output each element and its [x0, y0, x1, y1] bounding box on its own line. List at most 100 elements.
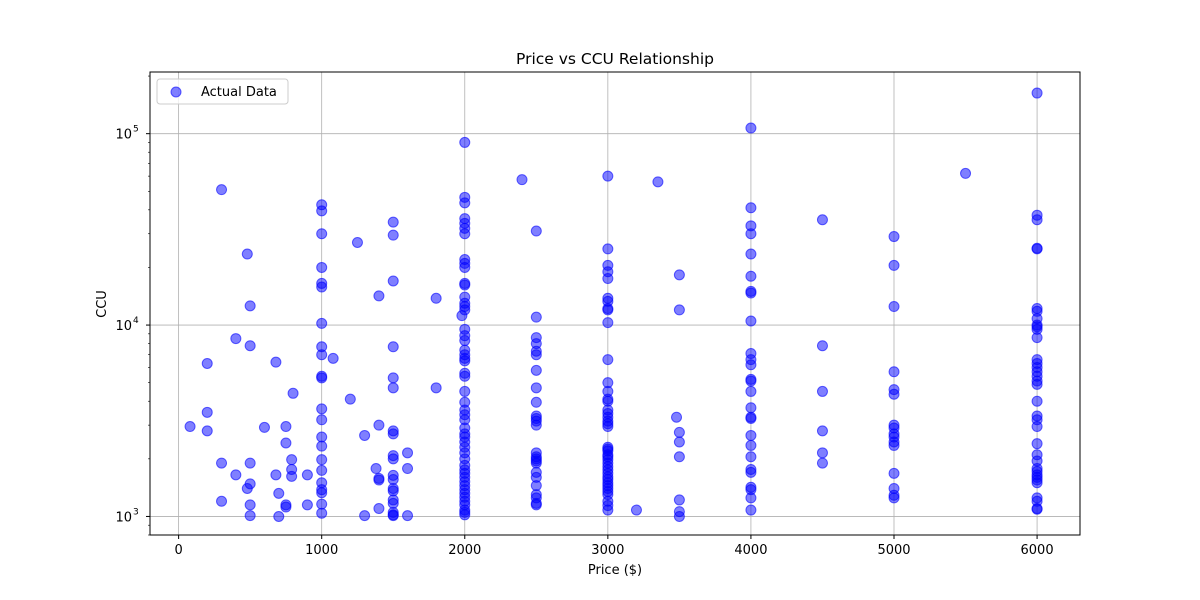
data-point [816, 447, 828, 459]
data-point [316, 349, 328, 361]
data-point [1031, 438, 1043, 450]
data-point [244, 478, 256, 490]
data-point [359, 510, 371, 522]
data-point [201, 357, 213, 369]
data-point [673, 426, 685, 438]
data-point [316, 507, 328, 519]
data-point [602, 273, 614, 285]
data-point [402, 447, 414, 459]
data-point [745, 412, 757, 424]
data-point [888, 366, 900, 378]
x-tick-label: 2000 [448, 543, 481, 558]
data-point [316, 317, 328, 329]
data-point [316, 440, 328, 452]
data-point [1031, 421, 1043, 433]
data-point [316, 372, 328, 384]
chart-title: Price vs CCU Relationship [516, 50, 714, 68]
data-point [745, 385, 757, 397]
data-point [316, 414, 328, 426]
y-tick-label: 10 [115, 510, 132, 525]
data-point [459, 136, 471, 148]
data-point [745, 439, 757, 451]
data-point [1031, 477, 1043, 489]
data-point [351, 237, 363, 249]
data-point [286, 470, 298, 482]
data-point [888, 388, 900, 400]
data-point [530, 225, 542, 237]
data-point [387, 382, 399, 394]
data-point [888, 492, 900, 504]
data-point [244, 340, 256, 352]
data-point [459, 197, 471, 209]
data-point [244, 300, 256, 312]
data-point [459, 385, 471, 397]
data-point [387, 216, 399, 228]
data-point [530, 457, 542, 469]
data-point [387, 485, 399, 497]
data-point [316, 454, 328, 466]
y-tick-exponent: 3 [133, 507, 139, 517]
data-point [530, 311, 542, 323]
data-point [745, 492, 757, 504]
y-tick-label: 10 [115, 319, 132, 334]
data-point [630, 504, 642, 516]
data-point [745, 248, 757, 260]
data-point [1031, 87, 1043, 99]
legend-marker [170, 86, 182, 98]
x-tick-label: 4000 [734, 543, 767, 558]
data-point [258, 421, 270, 433]
data-point [816, 457, 828, 469]
data-point [652, 176, 664, 188]
data-point [745, 504, 757, 516]
data-point [673, 494, 685, 506]
data-point [459, 304, 471, 316]
data-point [602, 170, 614, 182]
data-point [316, 403, 328, 415]
data-point [530, 382, 542, 394]
data-point [745, 287, 757, 299]
data-point [745, 429, 757, 441]
data-point [516, 174, 528, 186]
data-point [459, 370, 471, 382]
data-point [1031, 378, 1043, 390]
data-point [745, 466, 757, 478]
data-point [816, 425, 828, 437]
data-point [316, 487, 328, 499]
legend-label: Actual Data [201, 85, 277, 100]
data-point [244, 499, 256, 511]
data-point [530, 419, 542, 431]
y-tick-exponent: 5 [133, 125, 139, 135]
data-point [244, 510, 256, 522]
data-point [216, 457, 228, 469]
data-point [673, 304, 685, 316]
data-point [888, 259, 900, 271]
data-point [370, 463, 382, 475]
data-point [373, 474, 385, 486]
data-point [316, 281, 328, 293]
data-point [273, 510, 285, 522]
data-point [327, 352, 339, 364]
data-point [459, 228, 471, 240]
data-point [230, 469, 242, 481]
data-point [402, 510, 414, 522]
data-point [1031, 503, 1043, 515]
data-point [816, 340, 828, 352]
data-point [459, 509, 471, 521]
data-point [888, 467, 900, 479]
x-axis-label: Price ($) [588, 563, 642, 578]
data-point [673, 269, 685, 281]
data-point [216, 184, 228, 196]
data-point [373, 503, 385, 515]
data-point [459, 335, 471, 347]
data-point [1031, 395, 1043, 407]
data-point [888, 301, 900, 313]
data-point [316, 464, 328, 476]
data-point [373, 290, 385, 302]
data-point [373, 419, 385, 431]
data-point [387, 229, 399, 241]
data-point [530, 349, 542, 361]
data-point [387, 510, 399, 522]
legend: Actual Data [156, 78, 289, 105]
